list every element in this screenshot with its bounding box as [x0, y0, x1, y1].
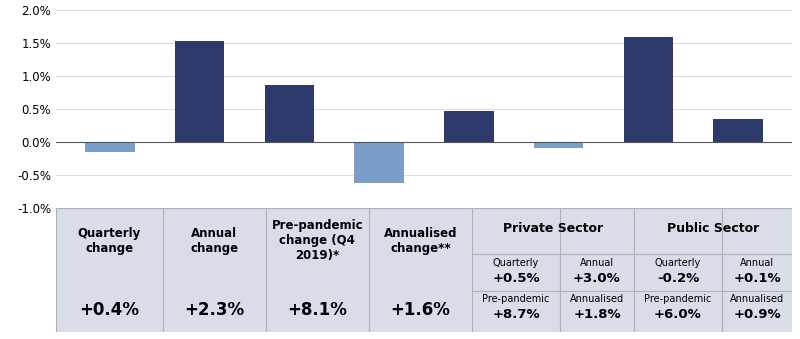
Text: +0.4%: +0.4% [79, 301, 139, 319]
Text: Pre-pandemic
change (Q4
2019)*: Pre-pandemic change (Q4 2019)* [271, 219, 363, 262]
Text: Public Sector: Public Sector [666, 222, 759, 235]
Text: +0.1%: +0.1% [734, 272, 781, 285]
Bar [624, 37, 673, 142]
Text: Annual: Annual [740, 258, 774, 268]
Bar [714, 119, 763, 142]
Text: +0.5%: +0.5% [492, 272, 540, 285]
Bar [444, 111, 494, 142]
Bar [265, 85, 314, 142]
Text: Annual: Annual [580, 258, 614, 268]
Text: +3.0%: +3.0% [573, 272, 621, 285]
Text: Quarterly
change: Quarterly change [78, 226, 141, 255]
Text: +0.9%: +0.9% [734, 308, 781, 321]
Text: Pre-pandemic: Pre-pandemic [482, 294, 550, 304]
Bar [175, 41, 224, 142]
Text: Quarterly: Quarterly [493, 258, 539, 268]
Bar [354, 142, 404, 183]
Bar [534, 142, 583, 147]
Text: Annualised
change**: Annualised change** [383, 226, 457, 255]
Text: Pre-pandemic: Pre-pandemic [644, 294, 712, 304]
Text: Annual
change: Annual change [190, 226, 238, 255]
Text: Quarterly: Quarterly [654, 258, 701, 268]
Text: +1.8%: +1.8% [573, 308, 621, 321]
Text: -0.2%: -0.2% [657, 272, 699, 285]
Text: +1.6%: +1.6% [390, 301, 450, 319]
Bar [85, 142, 134, 152]
Text: +8.1%: +8.1% [287, 301, 347, 319]
Text: Annualised: Annualised [730, 294, 784, 304]
Text: +8.7%: +8.7% [492, 308, 540, 321]
Text: Private Sector: Private Sector [502, 222, 603, 235]
Text: +6.0%: +6.0% [654, 308, 702, 321]
Text: Annualised: Annualised [570, 294, 624, 304]
Text: +2.3%: +2.3% [184, 301, 244, 319]
